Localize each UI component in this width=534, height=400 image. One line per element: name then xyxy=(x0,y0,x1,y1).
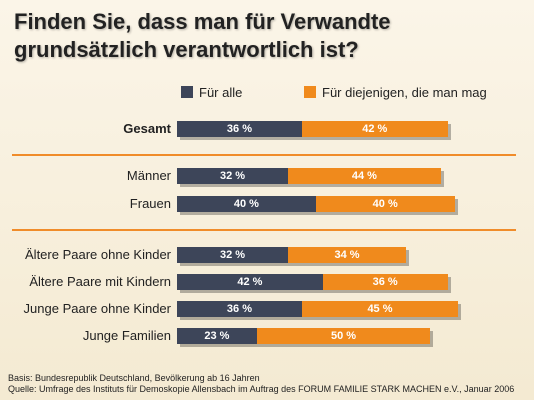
data-label: 34 % xyxy=(334,249,360,261)
data-label: 40 % xyxy=(233,198,259,210)
footer-source: Quelle: Umfrage des Instituts für Demosk… xyxy=(8,384,515,394)
category-label: Junge Paare ohne Kinder xyxy=(23,301,171,316)
legend-swatch-fuer-alle xyxy=(181,86,193,98)
category-label: Gesamt xyxy=(123,121,171,136)
data-label: 32 % xyxy=(219,170,246,182)
bar-segment-fuer-diejenigen: 36 % xyxy=(322,274,448,290)
chart-title: Finden Sie, dass man für Verwandte grund… xyxy=(14,8,514,64)
bar-segment-fuer-diejenigen: 40 % xyxy=(315,196,455,212)
bar-segment-fuer-alle: 36 % xyxy=(177,301,302,317)
bar-segment-fuer-alle: 32 % xyxy=(177,168,289,184)
category-label: Frauen xyxy=(129,196,171,211)
data-label: 42 % xyxy=(237,276,263,288)
bar-segment-fuer-alle: 36 % xyxy=(177,121,302,137)
group-separator xyxy=(12,154,516,156)
bar-segment-fuer-alle: 40 % xyxy=(177,196,316,212)
bar-segment-fuer-diejenigen: 45 % xyxy=(301,301,459,317)
data-label: 36 % xyxy=(226,303,252,315)
data-label: 36 % xyxy=(372,276,398,288)
category-label: Männer xyxy=(126,168,171,183)
data-label: 50 % xyxy=(331,330,357,342)
data-label: 45 % xyxy=(367,303,393,315)
bar-segment-fuer-diejenigen: 34 % xyxy=(288,247,406,263)
bar-segment-fuer-alle: 32 % xyxy=(177,247,289,263)
footer-basis: Basis: Bundesrepublik Deutschland, Bevöl… xyxy=(8,373,260,383)
legend-label-fuer-diejenigen: Für diejenigen, die man mag xyxy=(322,84,487,100)
data-label: 32 % xyxy=(219,249,246,261)
data-label: 36 % xyxy=(226,123,252,135)
legend-item-fuer-alle: Für alle xyxy=(181,84,242,100)
group-separator xyxy=(12,229,516,231)
chart-title-line-1: Finden Sie, dass man für Verwandte xyxy=(14,9,391,34)
bar-segment-fuer-diejenigen: 42 % xyxy=(301,121,448,137)
data-label: 44 % xyxy=(351,170,377,182)
bar-segment-fuer-diejenigen: 44 % xyxy=(288,168,441,184)
bar-segment-fuer-alle: 23 % xyxy=(177,328,257,344)
chart-title-line-2: grundsätzlich verantwortlich ist? xyxy=(14,37,359,62)
bar-segment-fuer-alle: 42 % xyxy=(177,274,323,290)
legend-swatch-fuer-diejenigen xyxy=(304,86,316,98)
category-label: Ältere Paare mit Kindern xyxy=(29,274,171,289)
legend-item-fuer-diejenigen: Für diejenigen, die man mag xyxy=(304,84,487,100)
data-label: 40 % xyxy=(372,198,398,210)
legend-label-fuer-alle: Für alle xyxy=(199,84,243,100)
category-label: Ältere Paare ohne Kinder xyxy=(25,247,171,262)
data-label: 23 % xyxy=(204,330,230,342)
data-label: 42 % xyxy=(362,123,388,135)
bar-segment-fuer-diejenigen: 50 % xyxy=(256,328,431,344)
category-label: Junge Familien xyxy=(82,328,171,343)
